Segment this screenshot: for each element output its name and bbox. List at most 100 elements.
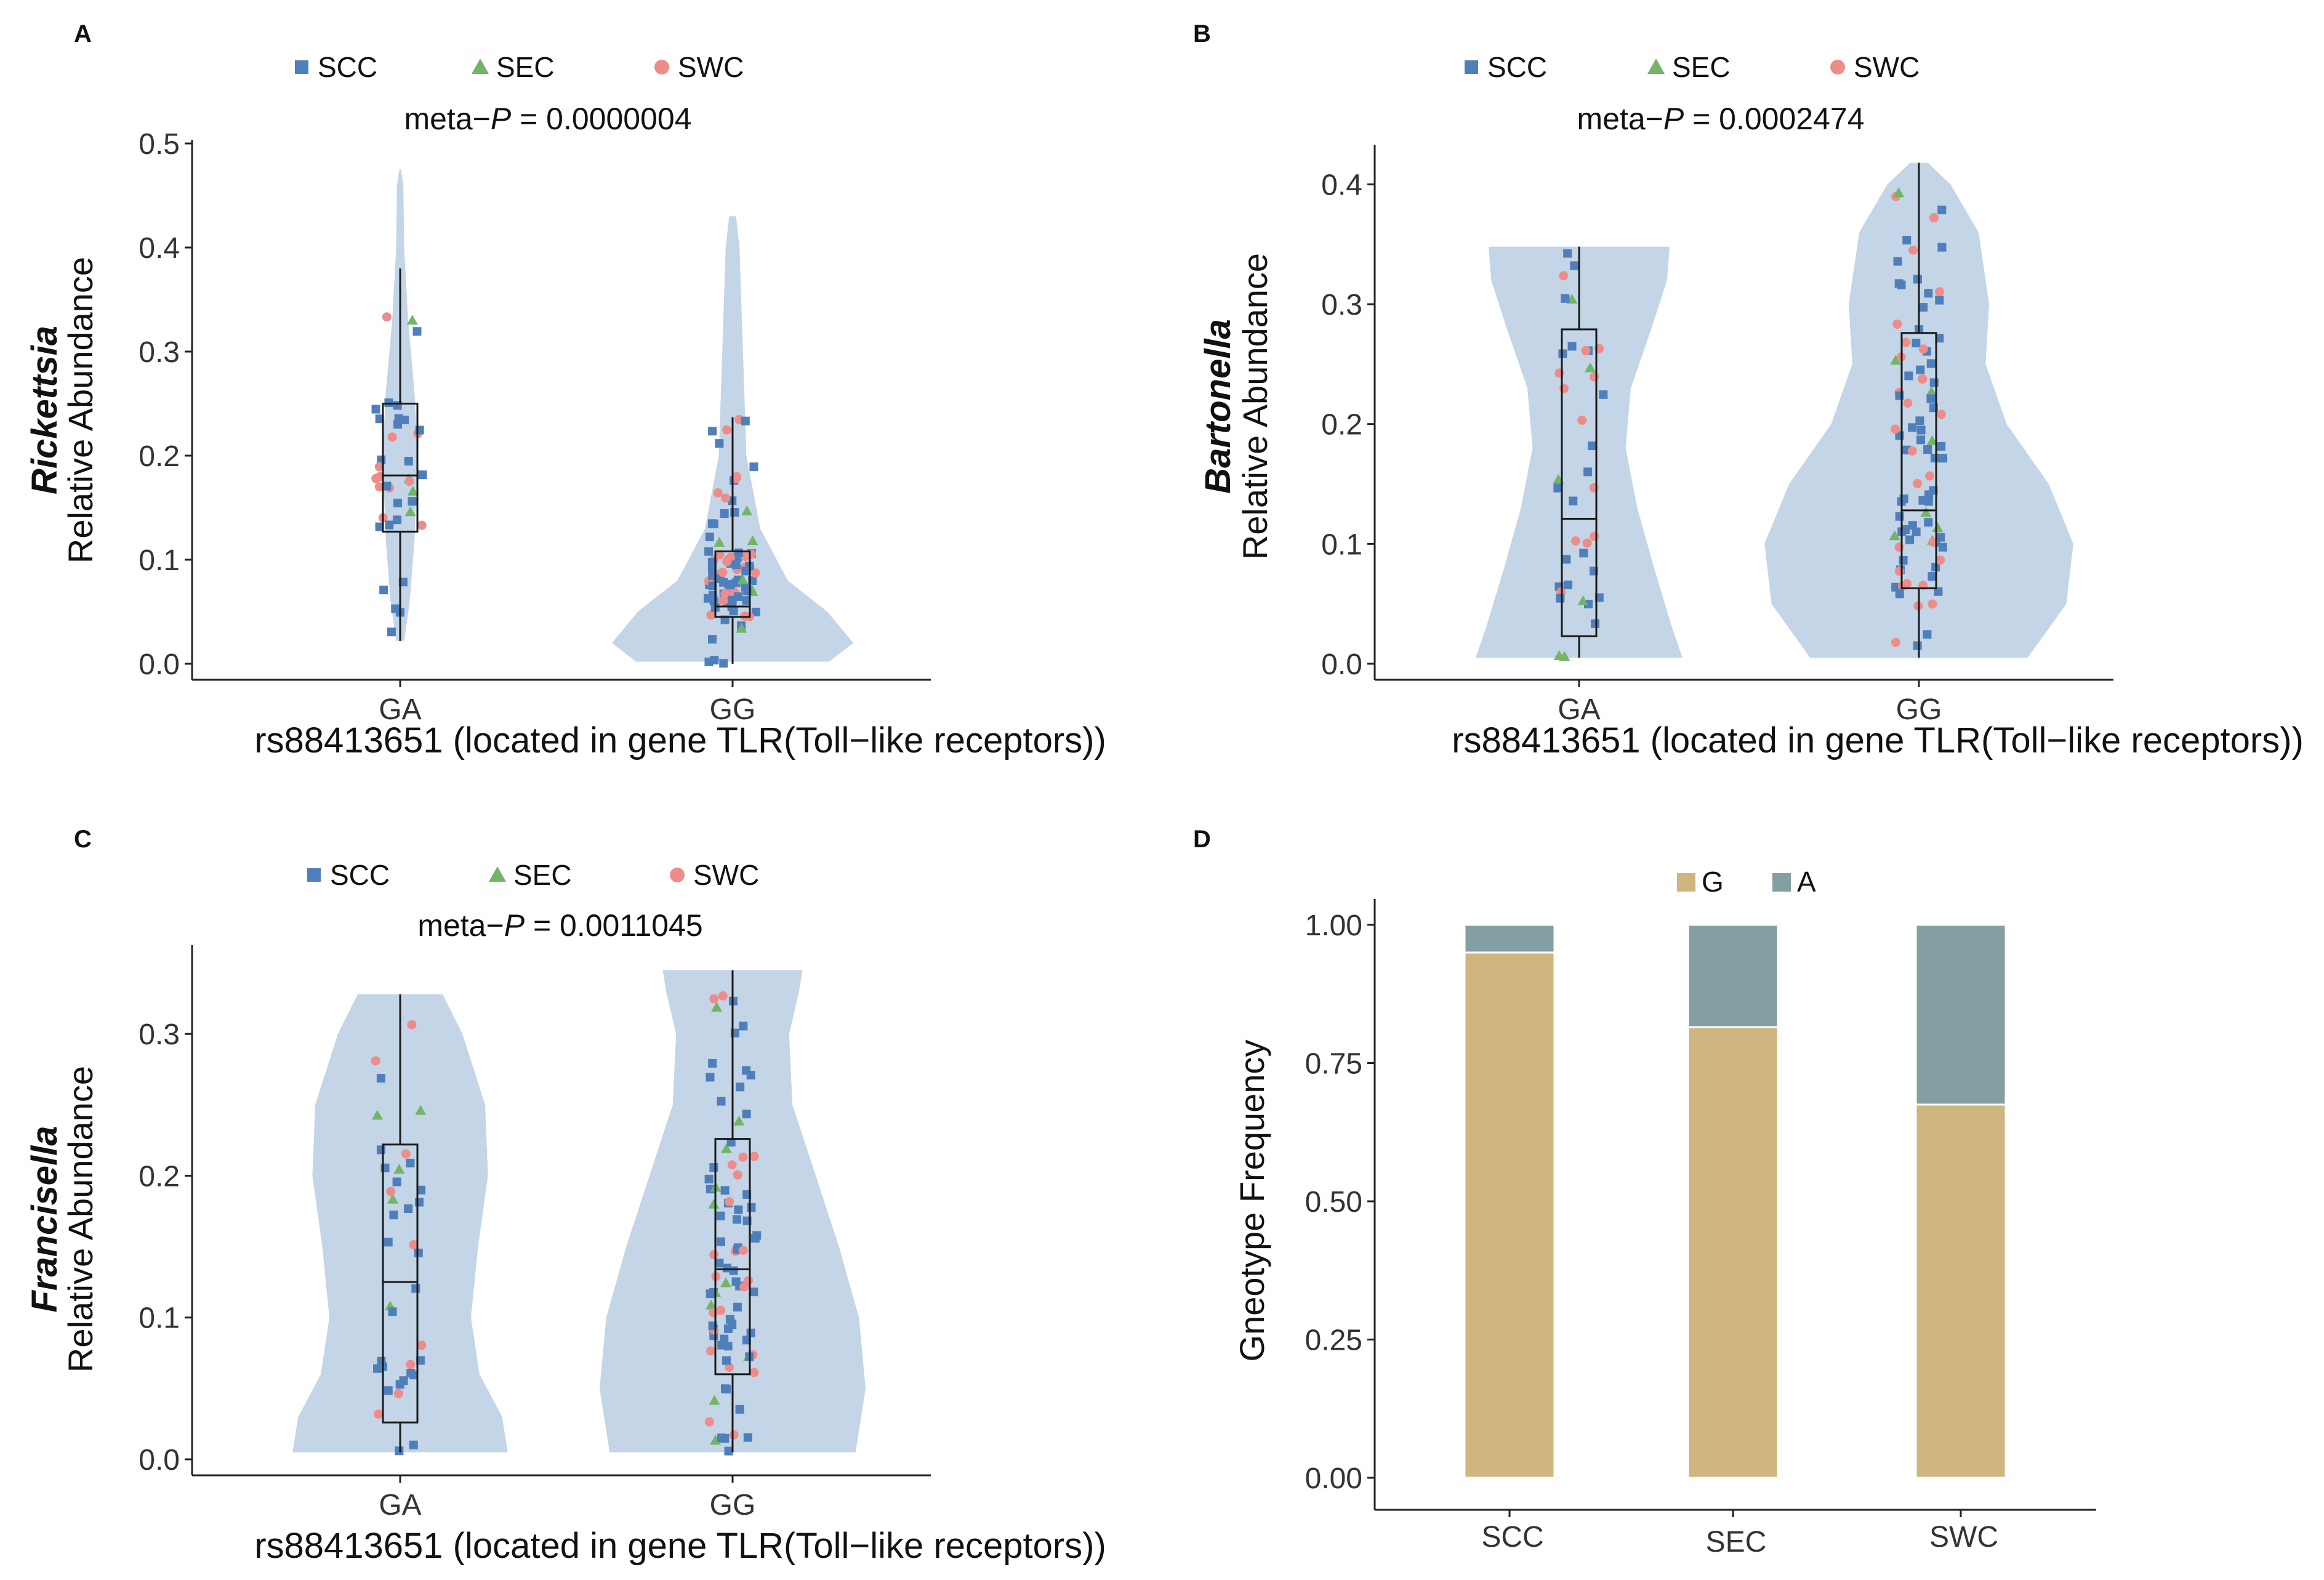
data-point <box>706 1346 716 1356</box>
data-point <box>747 535 758 546</box>
data-point <box>1903 398 1913 408</box>
data-point <box>379 586 388 595</box>
box-gg <box>714 550 751 618</box>
data-point <box>1893 257 1902 266</box>
y-tick-label: 0.2 <box>139 440 180 473</box>
y-tick-label: 0.5 <box>139 128 180 161</box>
data-point <box>715 439 724 448</box>
title-italic: P <box>491 102 512 136</box>
data-point <box>1936 409 1946 419</box>
x-tick-label: GG <box>710 693 756 726</box>
legend-marker-scc <box>1465 60 1478 74</box>
title-suffix: = 0.0000004 <box>511 102 691 136</box>
title-italic: P <box>504 908 525 943</box>
data-point <box>1599 390 1608 399</box>
data-point <box>376 1145 385 1155</box>
panel-letter: A <box>74 20 92 47</box>
bar-g-swc <box>1915 1103 2007 1479</box>
title-suffix: = 0.0011045 <box>525 908 703 943</box>
data-point <box>731 560 741 570</box>
legend-label-sec: SEC <box>496 51 555 83</box>
data-point <box>401 1149 411 1159</box>
data-point <box>1935 334 1944 343</box>
panel-letter: B <box>1193 20 1211 47</box>
violin-ga <box>292 994 508 1453</box>
data-point <box>1556 594 1565 603</box>
data-point <box>1919 303 1928 312</box>
data-point <box>1937 205 1947 214</box>
box-ga <box>1561 328 1598 637</box>
data-point <box>709 994 719 1004</box>
x-tick-label: SEC <box>1706 1526 1767 1558</box>
data-point <box>751 607 760 616</box>
data-point <box>739 1022 748 1031</box>
data-point <box>1591 619 1600 628</box>
title-prefix: meta− <box>417 908 504 943</box>
data-point <box>709 1163 718 1172</box>
data-point <box>415 1105 427 1115</box>
x-tick-label: GA <box>1558 693 1600 726</box>
data-point <box>409 1371 419 1380</box>
panel-letter: D <box>1193 826 1211 853</box>
data-point <box>1916 425 1926 435</box>
data-point <box>409 1440 418 1449</box>
data-point <box>1899 555 1908 565</box>
data-point <box>707 565 717 574</box>
data-point <box>720 509 729 518</box>
data-point <box>385 520 394 530</box>
data-point <box>704 1417 714 1427</box>
data-point <box>387 432 397 442</box>
legend-label-swc: SWC <box>678 51 744 83</box>
data-point <box>722 1264 731 1273</box>
data-point <box>741 505 753 515</box>
y-tick-label: 0.0 <box>139 1444 180 1477</box>
y-tick-label: 0.0 <box>1321 648 1362 681</box>
data-point <box>708 635 717 644</box>
data-point <box>729 1430 739 1440</box>
y-axis-label-genus: Francisella <box>25 1126 65 1312</box>
data-point <box>1913 641 1922 650</box>
data-point <box>1559 651 1570 661</box>
data-point <box>709 519 718 528</box>
data-point <box>717 1097 726 1106</box>
data-point <box>1577 595 1589 605</box>
data-point <box>371 1056 380 1066</box>
data-point <box>1891 424 1900 434</box>
data-point <box>736 623 747 633</box>
data-point <box>1908 423 1917 432</box>
data-point <box>1892 320 1902 329</box>
legend-marker-swc <box>1830 60 1845 75</box>
data-point <box>724 1362 734 1372</box>
data-point <box>719 659 728 668</box>
data-point <box>406 1360 416 1369</box>
data-point <box>708 1198 720 1209</box>
data-point <box>1932 522 1944 533</box>
data-point <box>728 595 737 605</box>
data-point <box>714 536 725 547</box>
data-point <box>707 557 717 566</box>
data-point <box>735 1405 744 1414</box>
data-point <box>734 1205 743 1214</box>
data-point <box>722 425 732 435</box>
data-point <box>374 482 384 492</box>
y-tick-label: 0.1 <box>139 1302 180 1335</box>
bar-a-swc <box>1915 924 2007 1106</box>
data-point <box>715 1259 724 1268</box>
chart-title: meta−P = 0.0002474 <box>1577 102 1864 136</box>
data-point <box>411 1284 420 1293</box>
data-point <box>391 604 400 613</box>
data-point <box>393 1389 403 1398</box>
data-point <box>387 627 396 637</box>
violin-gg <box>1764 163 2073 658</box>
data-point <box>1582 538 1592 548</box>
data-point <box>387 1193 399 1204</box>
legend-label-g: G <box>1702 866 1724 898</box>
data-point <box>733 1215 742 1224</box>
data-point <box>717 1433 726 1443</box>
data-point <box>1553 483 1562 493</box>
data-point <box>412 327 422 336</box>
